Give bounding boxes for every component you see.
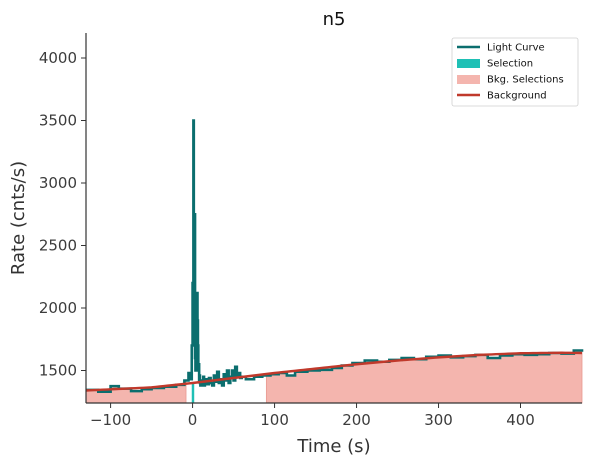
x-tick-label: −100 [90, 411, 131, 429]
legend-label: Bkg. Selections [487, 75, 564, 86]
x-axis-title: Time (s) [296, 436, 370, 457]
legend-swatch-patch [457, 59, 480, 68]
y-axis-title: Rate (cnts/s) [8, 161, 29, 275]
x-tick-label: 200 [342, 411, 371, 429]
legend: Light Curve Selection Bkg. Selections Backg… [451, 37, 579, 107]
x-tick-label: 100 [260, 411, 289, 429]
y-tick-label: 2500 [39, 237, 77, 255]
legend-label: Selection [487, 59, 533, 70]
x-axis-ticks: −100 0 100 200 300 400 [90, 403, 535, 429]
background-model-line [85, 351, 583, 392]
x-tick-label: 0 [188, 411, 198, 429]
y-tick-label: 4000 [39, 49, 77, 67]
selection-rect [191, 383, 195, 403]
y-axis-ticks: 1500 2000 2500 3000 3500 4000 [39, 49, 86, 380]
legend-label: Light Curve [487, 43, 545, 54]
x-tick-label: 400 [506, 411, 535, 429]
y-tick-label: 3500 [39, 112, 77, 130]
plot-area [85, 119, 584, 404]
legend-frame [451, 37, 579, 107]
bkg-selection-areas [85, 350, 583, 404]
x-tick-label: 300 [424, 411, 453, 429]
chart-title: n5 [323, 9, 346, 30]
legend-swatch-patch [457, 75, 480, 84]
y-tick-label: 3000 [39, 174, 77, 192]
legend-label: Background [487, 91, 547, 102]
y-tick-label: 2000 [39, 299, 77, 317]
y-tick-label: 1500 [39, 362, 77, 380]
light-curve-series [86, 119, 584, 394]
axes: −100 0 100 200 300 400 1500 2000 2500 3000 3500 40… [39, 33, 582, 429]
selection-area [191, 383, 195, 403]
